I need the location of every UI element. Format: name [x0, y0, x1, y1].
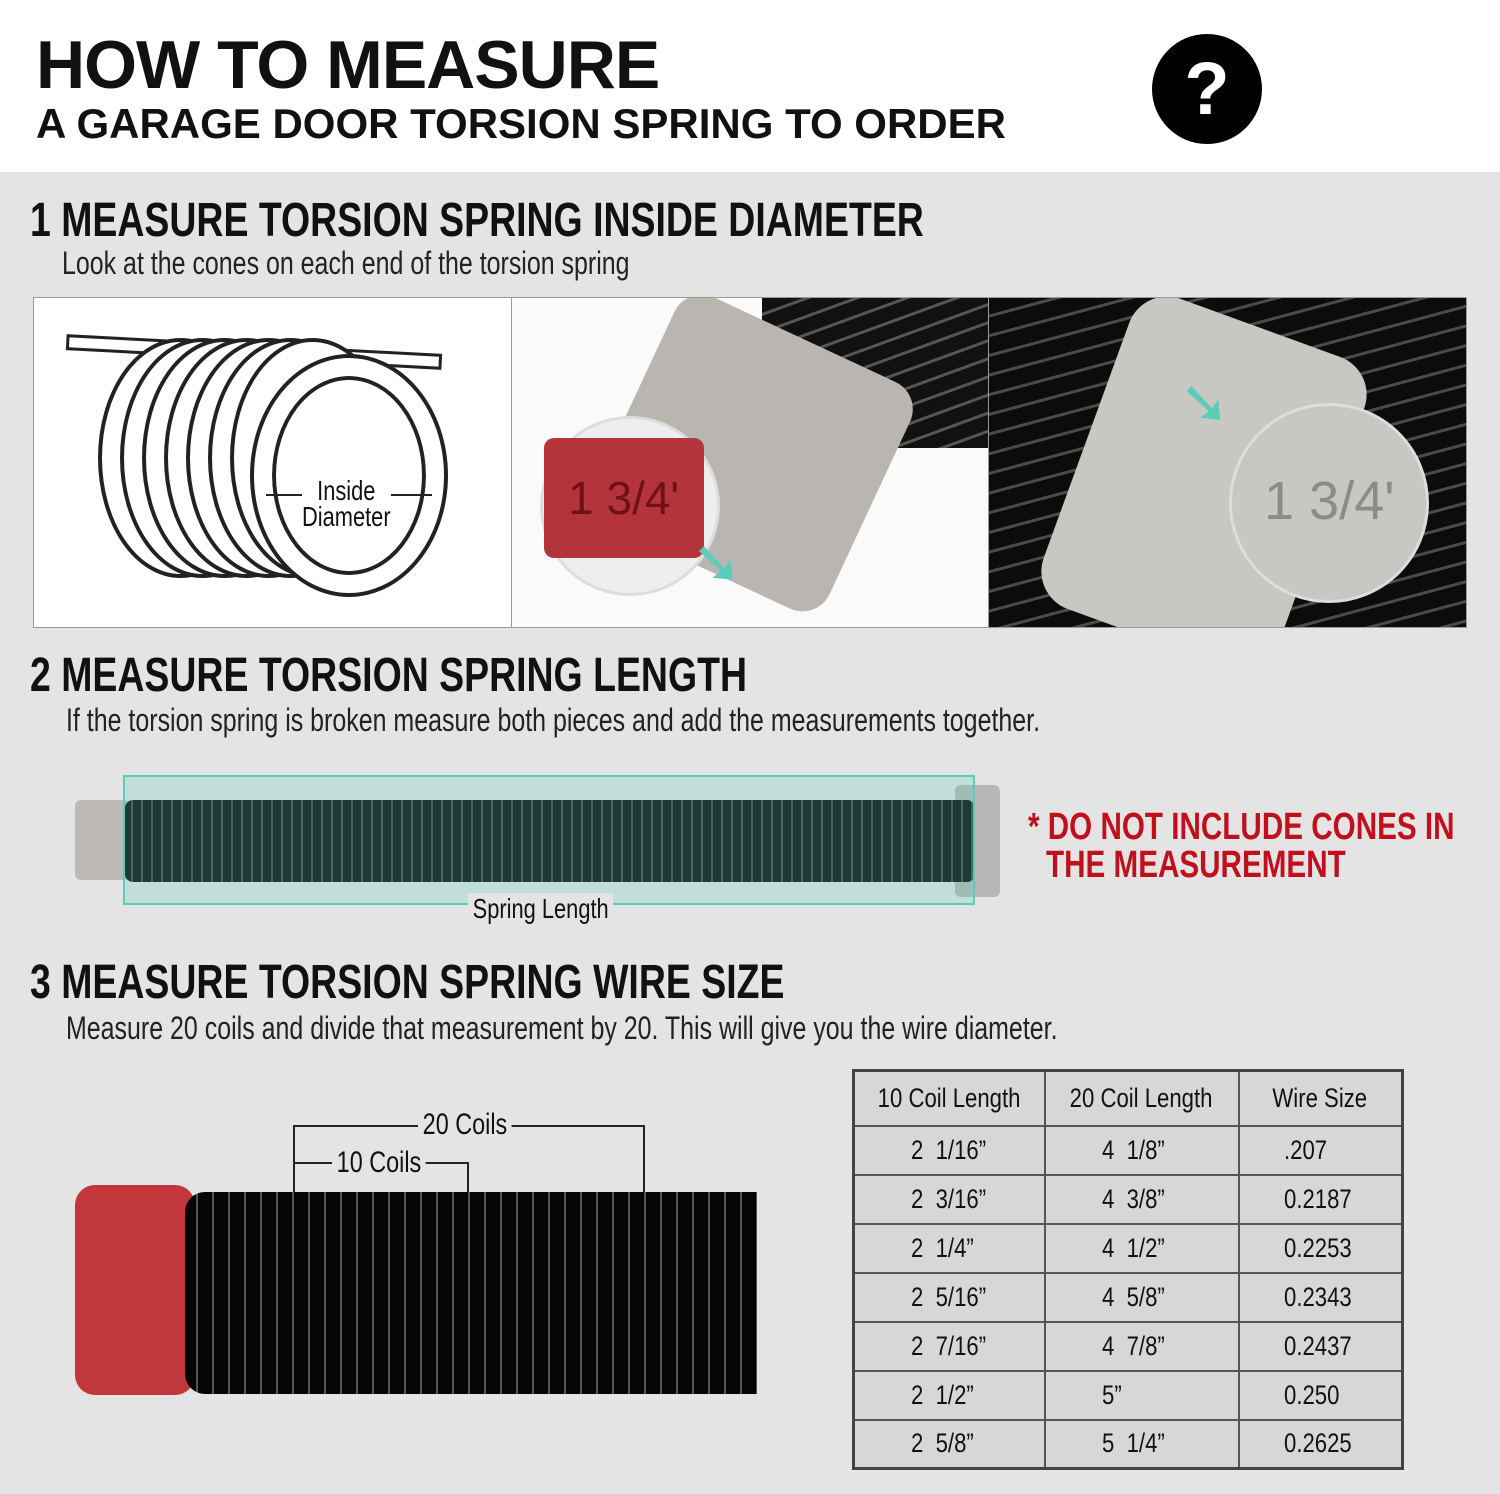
- wire-size-table: 10 Coil Length 20 Coil Length Wire Size …: [852, 1069, 1404, 1470]
- table-cell: 2 3/16”: [852, 1173, 1046, 1225]
- full-spring: [125, 800, 975, 882]
- question-mark-icon: ?: [1152, 34, 1262, 144]
- left-cone: [75, 800, 130, 880]
- step2-subtitle: If the torsion spring is broken measure …: [66, 702, 1041, 738]
- table-cell: 2 5/16”: [852, 1271, 1046, 1323]
- table-row: 2 5/8” 5 1/4” 0.2625: [852, 1418, 1404, 1470]
- column-header: Wire Size: [1237, 1069, 1404, 1127]
- label-10-coils: 10 Coils: [332, 1146, 426, 1180]
- table-cell: 4 5/8”: [1043, 1271, 1240, 1323]
- table-cell: 0.2253: [1237, 1222, 1404, 1274]
- red-cone: [75, 1185, 195, 1395]
- table-cell: 0.2187: [1237, 1173, 1404, 1225]
- step1-title: 1 MEASURE TORSION SPRING INSIDE DIAMETER: [30, 194, 924, 247]
- arrow-icon: ➘: [691, 529, 742, 596]
- spring-length-label: Spring Length: [468, 893, 614, 925]
- table-cell: 4 3/8”: [1043, 1173, 1240, 1225]
- table-cell: 4 7/8”: [1043, 1320, 1240, 1372]
- table-row: 2 1/4” 4 1/2” 0.2253: [852, 1222, 1404, 1274]
- table-cell: 4 1/8”: [1043, 1124, 1240, 1176]
- silver-cone-photo: 1 3/4' ➘: [989, 298, 1467, 627]
- spring-length-highlight: [123, 775, 975, 905]
- step1-subtitle: Look at the cones on each end of the tor…: [62, 245, 630, 281]
- table-cell: 2 1/4”: [852, 1222, 1046, 1274]
- cone-warning: * DO NOT INCLUDE CONES IN THE MEASUREMEN…: [1028, 808, 1500, 884]
- coil-closeup-spring: [185, 1192, 757, 1394]
- cone-marking-zoom: 1 3/4': [543, 438, 704, 558]
- step3-subtitle: Measure 20 coils and divide that measure…: [66, 1010, 1058, 1046]
- inside-diameter-label: Inside Diameter: [302, 475, 391, 532]
- table-cell: 0.250: [1237, 1369, 1404, 1421]
- table-cell: 2 1/16”: [852, 1124, 1046, 1176]
- red-cone-photo: 1 3/4' ➘: [511, 298, 990, 627]
- table-cell: 5 1/4”: [1043, 1418, 1240, 1470]
- label-20-coils: 20 Coils: [418, 1108, 512, 1142]
- table-cell: 0.2437: [1237, 1320, 1404, 1372]
- table-cell: 2 1/2”: [852, 1369, 1046, 1421]
- table-cell: 4 1/2”: [1043, 1222, 1240, 1274]
- table-row: 2 5/16” 4 5/8” 0.2343: [852, 1271, 1404, 1323]
- column-header: 20 Coil Length: [1043, 1069, 1240, 1127]
- table-row: 2 7/16” 4 7/8” 0.2437: [852, 1320, 1404, 1372]
- table-cell: 2 7/16”: [852, 1320, 1046, 1372]
- table-cell: 0.2343: [1237, 1271, 1404, 1323]
- step3-title: 3 MEASURE TORSION SPRING WIRE SIZE: [30, 956, 785, 1009]
- table-cell: 2 5/8”: [852, 1418, 1046, 1470]
- cone-marking-zoom: 1 3/4': [1229, 403, 1430, 603]
- table-cell: .207: [1237, 1124, 1404, 1176]
- table-header-row: 10 Coil Length 20 Coil Length Wire Size: [852, 1069, 1404, 1127]
- table-cell: 0.2625: [1237, 1418, 1404, 1470]
- table-row: 2 1/2” 5” 0.250: [852, 1369, 1404, 1421]
- page-title: HOW TO MEASURE: [36, 27, 660, 103]
- coil-diagram-panel: Inside Diameter: [34, 298, 512, 627]
- column-header: 10 Coil Length: [852, 1069, 1046, 1127]
- step2-title: 2 MEASURE TORSION SPRING LENGTH: [30, 649, 747, 702]
- table-row: 2 3/16” 4 3/8” 0.2187: [852, 1173, 1404, 1225]
- table-row: 2 1/16” 4 1/8” .207: [852, 1124, 1404, 1176]
- table-cell: 5”: [1043, 1369, 1240, 1421]
- warning-line-2: THE MEASUREMENT: [1046, 844, 1346, 886]
- page-subtitle: A GARAGE DOOR TORSION SPRING TO ORDER: [36, 100, 1006, 147]
- inside-diameter-panels: Inside Diameter 1 3/4' ➘ 1 3/4' ➘: [33, 297, 1467, 628]
- warning-line-1: * DO NOT INCLUDE CONES IN: [1028, 806, 1455, 848]
- arrow-icon: ➘: [1179, 369, 1230, 436]
